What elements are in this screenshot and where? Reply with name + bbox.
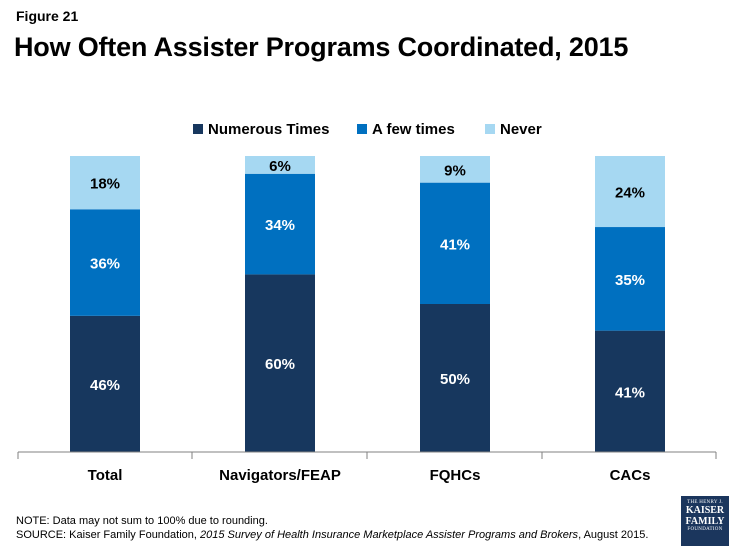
stacked-bar-chart: Numerous Times A few times Never 46% 36% 18% T… <box>17 121 717 484</box>
x-tick-label-fqhcs: FQHCs <box>430 467 481 484</box>
bar-fqhcs-never <box>420 156 490 183</box>
legend-label-never: Never <box>500 121 542 138</box>
data-label-total-a-few-times: 36% <box>90 256 120 273</box>
legend-label-numerous-times: Numerous Times <box>208 121 329 138</box>
data-label-navigators-feap-never: 6% <box>269 158 291 175</box>
x-tick-label-cacs: CACs <box>610 467 651 484</box>
x-tick-label-navigators-feap: Navigators/FEAP <box>219 467 341 484</box>
bar-total-a-few-times <box>70 209 140 316</box>
bar-navigators-feap-never <box>245 156 315 174</box>
data-label-navigators-feap-numerous-times: 60% <box>265 356 295 373</box>
data-label-cacs-never: 24% <box>615 185 645 202</box>
data-label-total-never: 18% <box>90 176 120 193</box>
legend-swatch-a-few-times <box>357 124 367 134</box>
legend-label-a-few-times: A few times <box>372 121 455 138</box>
data-label-cacs-a-few-times: 35% <box>615 272 645 289</box>
footer: NOTE: Data may not sum to 100% due to ro… <box>16 514 648 542</box>
legend-swatch-numerous-times <box>193 124 203 134</box>
data-label-navigators-feap-a-few-times: 34% <box>265 217 295 234</box>
logo-line-4: FOUNDATION <box>687 527 723 532</box>
footer-source: SOURCE: Kaiser Family Foundation, 2015 S… <box>16 528 648 542</box>
legend-swatch-never <box>485 124 495 134</box>
bar-cacs-a-few-times <box>595 227 665 331</box>
footer-note: NOTE: Data may not sum to 100% due to ro… <box>16 515 268 527</box>
chart-title: How Often Assister Programs Coordinated,… <box>14 32 629 62</box>
data-label-total-numerous-times: 46% <box>90 377 120 394</box>
bar-navigators-feap-a-few-times <box>245 173 315 275</box>
bar-total-never <box>70 156 140 210</box>
data-label-cacs-numerous-times: 41% <box>615 384 645 401</box>
bar-navigators-feap-numerous-times <box>245 274 315 452</box>
bar-cacs-numerous-times <box>595 330 665 452</box>
source-title: 2015 Survey of Health Insurance Marketpl… <box>200 529 579 541</box>
logo-line-2: KAISER <box>685 505 725 516</box>
data-label-fqhcs-never: 9% <box>444 162 466 179</box>
source-prefix: SOURCE: Kaiser Family Foundation, <box>16 529 201 541</box>
source-suffix: , August 2015. <box>578 529 649 541</box>
kff-logo: THE HENRY J. KAISER FAMILY FOUNDATION <box>681 496 729 546</box>
bar-fqhcs-numerous-times <box>420 304 490 452</box>
logo-line-3: FAMILY <box>685 516 725 527</box>
data-label-fqhcs-a-few-times: 41% <box>440 236 470 253</box>
bar-fqhcs-a-few-times <box>420 182 490 304</box>
bar-cacs-never <box>595 156 665 228</box>
x-tick-label-total: Total <box>88 467 123 484</box>
data-label-fqhcs-numerous-times: 50% <box>440 371 470 388</box>
figure-label: Figure 21 <box>16 8 79 24</box>
logo-line-1: THE HENRY J. <box>687 500 723 505</box>
bar-total-numerous-times <box>70 315 140 452</box>
